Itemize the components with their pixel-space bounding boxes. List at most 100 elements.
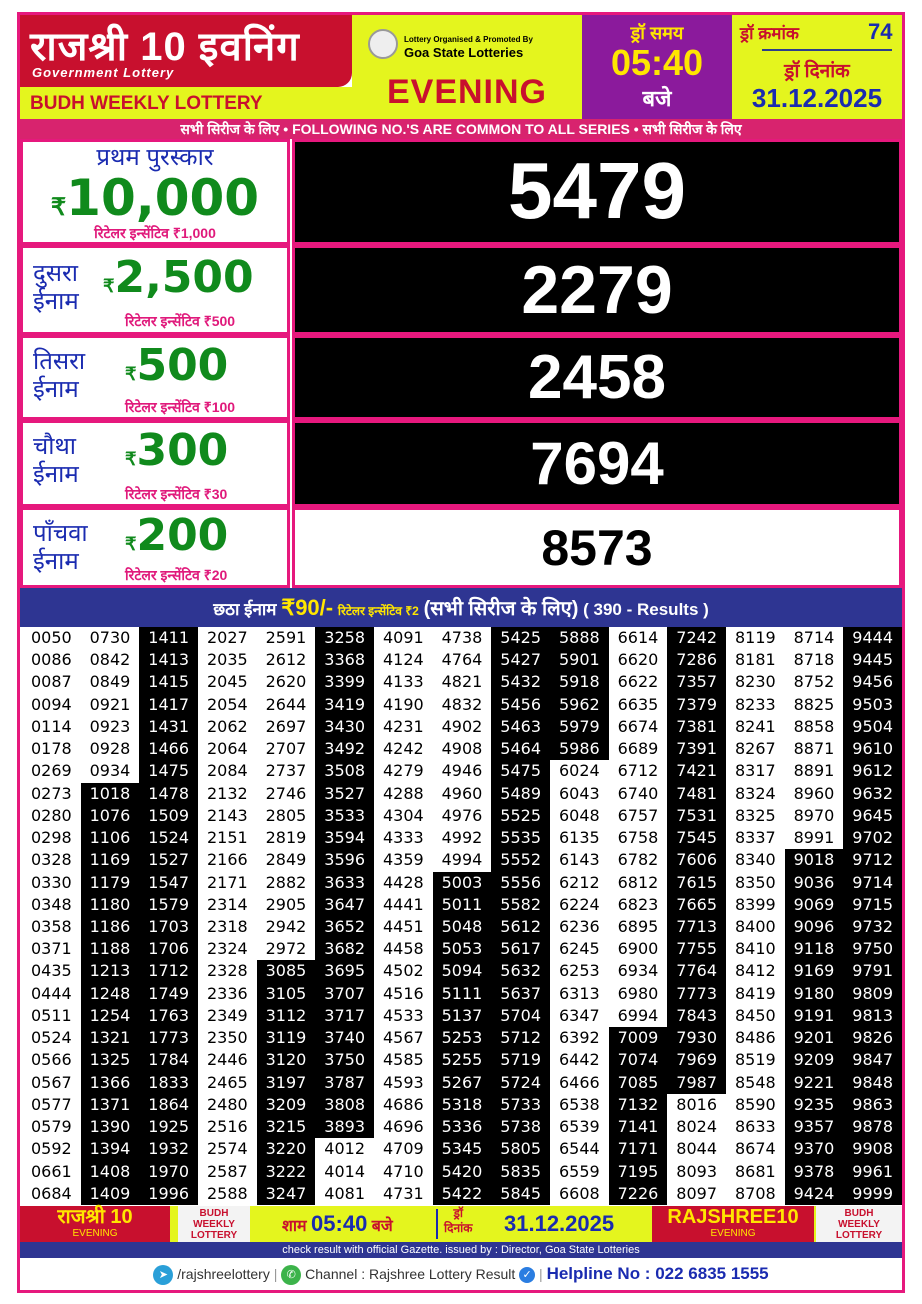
fourth-prize-amount: 300 bbox=[136, 425, 229, 476]
whatsapp-channel[interactable]: Channel : Rajshree Lottery Result bbox=[305, 1266, 516, 1282]
result-number: 3085 bbox=[256, 960, 316, 983]
result-number: 9645 bbox=[843, 804, 902, 828]
result-number: 6674 bbox=[608, 715, 668, 739]
result-number: 0178 bbox=[22, 738, 81, 761]
result-number: 2062 bbox=[198, 715, 257, 739]
organiser: Goa State Lotteries bbox=[404, 45, 524, 60]
result-number: 7286 bbox=[667, 649, 726, 672]
result-number: 1784 bbox=[139, 1049, 198, 1072]
result-number: 3596 bbox=[315, 849, 374, 872]
result-number: 2465 bbox=[198, 1071, 257, 1094]
result-number: 2143 bbox=[198, 804, 257, 828]
result-number: 4709 bbox=[374, 1138, 433, 1161]
result-number: 2591 bbox=[256, 627, 316, 650]
rupee-icon: ₹ bbox=[125, 449, 137, 469]
fifth-prize-incentive: रिटेलर इन्सेंटिव ₹20 bbox=[125, 567, 228, 583]
result-number: 3220 bbox=[256, 1138, 316, 1161]
divider bbox=[436, 1209, 438, 1239]
result-number: 9370 bbox=[784, 1138, 844, 1161]
result-number: 8419 bbox=[726, 982, 785, 1005]
result-number: 7606 bbox=[667, 849, 726, 872]
result-number: 8519 bbox=[726, 1049, 785, 1072]
result-number: 0330 bbox=[22, 871, 81, 894]
result-number: 7713 bbox=[667, 916, 726, 939]
result-number: 5733 bbox=[491, 1093, 550, 1117]
result-number: 1366 bbox=[80, 1071, 140, 1094]
result-number: 0928 bbox=[80, 738, 140, 761]
result-number: 4304 bbox=[374, 804, 433, 828]
result-number: 2620 bbox=[256, 671, 316, 694]
brand-subtitle: Government Lottery bbox=[32, 65, 175, 80]
result-number: 9712 bbox=[843, 849, 902, 872]
result-number: 1413 bbox=[139, 649, 198, 672]
divider bbox=[762, 49, 892, 51]
result-number: 5427 bbox=[491, 649, 550, 672]
result-number: 4902 bbox=[432, 715, 492, 739]
result-number: 4696 bbox=[374, 1116, 433, 1139]
result-number: 9791 bbox=[843, 960, 902, 983]
first-prize-label: प्रथम पुरस्कार bbox=[96, 144, 214, 171]
result-number: 2905 bbox=[256, 893, 316, 916]
result-number: 2054 bbox=[198, 693, 257, 716]
result-number: 8340 bbox=[726, 849, 785, 872]
result-number: 3105 bbox=[256, 982, 316, 1005]
result-number: 8825 bbox=[784, 693, 844, 716]
footer-brand-en-title: RAJSHREE10 bbox=[667, 1206, 799, 1228]
result-number: 3740 bbox=[315, 1027, 374, 1050]
result-number: 0934 bbox=[80, 760, 140, 783]
result-number: 4124 bbox=[374, 649, 433, 672]
result-number: 8337 bbox=[726, 827, 785, 850]
result-number: 2045 bbox=[198, 671, 257, 694]
result-number: 9444 bbox=[843, 627, 902, 650]
rupee-icon: ₹ bbox=[125, 364, 137, 384]
result-number: 5094 bbox=[432, 960, 492, 983]
result-number: 5048 bbox=[432, 916, 492, 939]
result-number: 5805 bbox=[491, 1138, 550, 1161]
result-number: 1411 bbox=[139, 627, 198, 650]
result-number: 3430 bbox=[315, 715, 374, 739]
result-number: 7391 bbox=[667, 738, 726, 761]
result-number: 9036 bbox=[784, 871, 844, 894]
result-number: 8714 bbox=[784, 627, 844, 650]
footer-date-label: ड्रॉ दिनांक bbox=[444, 1206, 472, 1236]
result-number: 9809 bbox=[843, 982, 902, 1005]
dinank: दिनांक bbox=[444, 1221, 473, 1235]
lottery: LOTTERY bbox=[190, 1230, 238, 1241]
result-number: 6538 bbox=[550, 1093, 609, 1117]
result-number: 7171 bbox=[608, 1138, 668, 1161]
result-number: 4441 bbox=[374, 893, 433, 916]
result-number: 2064 bbox=[198, 738, 257, 761]
weekly-strip bbox=[20, 87, 355, 119]
third-prize-info: तिसरा ईनाम ₹500 रिटेलर इन्सेंटिव ₹100 bbox=[20, 335, 290, 420]
result-number: 0280 bbox=[22, 804, 81, 828]
result-number: 2516 bbox=[198, 1116, 257, 1139]
result-number: 6224 bbox=[550, 893, 609, 916]
result-number: 0444 bbox=[22, 982, 81, 1005]
result-number: 8708 bbox=[726, 1182, 785, 1205]
result-number: 2972 bbox=[256, 938, 316, 961]
result-number: 1076 bbox=[80, 804, 140, 828]
footer-draw-time: 05:40 bbox=[311, 1211, 368, 1236]
result-number: 6442 bbox=[550, 1049, 609, 1072]
result-number: 0849 bbox=[80, 671, 140, 694]
prize-word: ईनाम bbox=[33, 376, 79, 403]
result-number: 4593 bbox=[374, 1071, 433, 1094]
footer-brand-hi: राजश्री 10 EVENING bbox=[20, 1206, 170, 1242]
first-prize-incentive: रिटेलर इन्सेंटिव ₹1,000 bbox=[94, 225, 216, 241]
result-number: 9632 bbox=[843, 782, 902, 805]
result-number: 0923 bbox=[80, 715, 140, 739]
result-number: 6043 bbox=[550, 782, 609, 805]
result-number: 4960 bbox=[432, 782, 492, 805]
result-number: 1188 bbox=[80, 938, 140, 961]
result-number: 0269 bbox=[22, 760, 81, 783]
result-number: 9847 bbox=[843, 1049, 902, 1072]
result-number: 3368 bbox=[315, 649, 374, 672]
result-number: 2882 bbox=[256, 871, 316, 894]
result-number: 3492 bbox=[315, 738, 374, 761]
telegram-link[interactable]: /rajshreelottery bbox=[177, 1266, 270, 1282]
result-number: 7764 bbox=[667, 960, 726, 983]
result-number: 9456 bbox=[843, 671, 902, 694]
sixth-prize-series: (सभी सिरीज के लिए) bbox=[423, 598, 579, 620]
second-prize-amount: 2,500 bbox=[114, 252, 254, 303]
result-number: 6782 bbox=[608, 849, 668, 872]
